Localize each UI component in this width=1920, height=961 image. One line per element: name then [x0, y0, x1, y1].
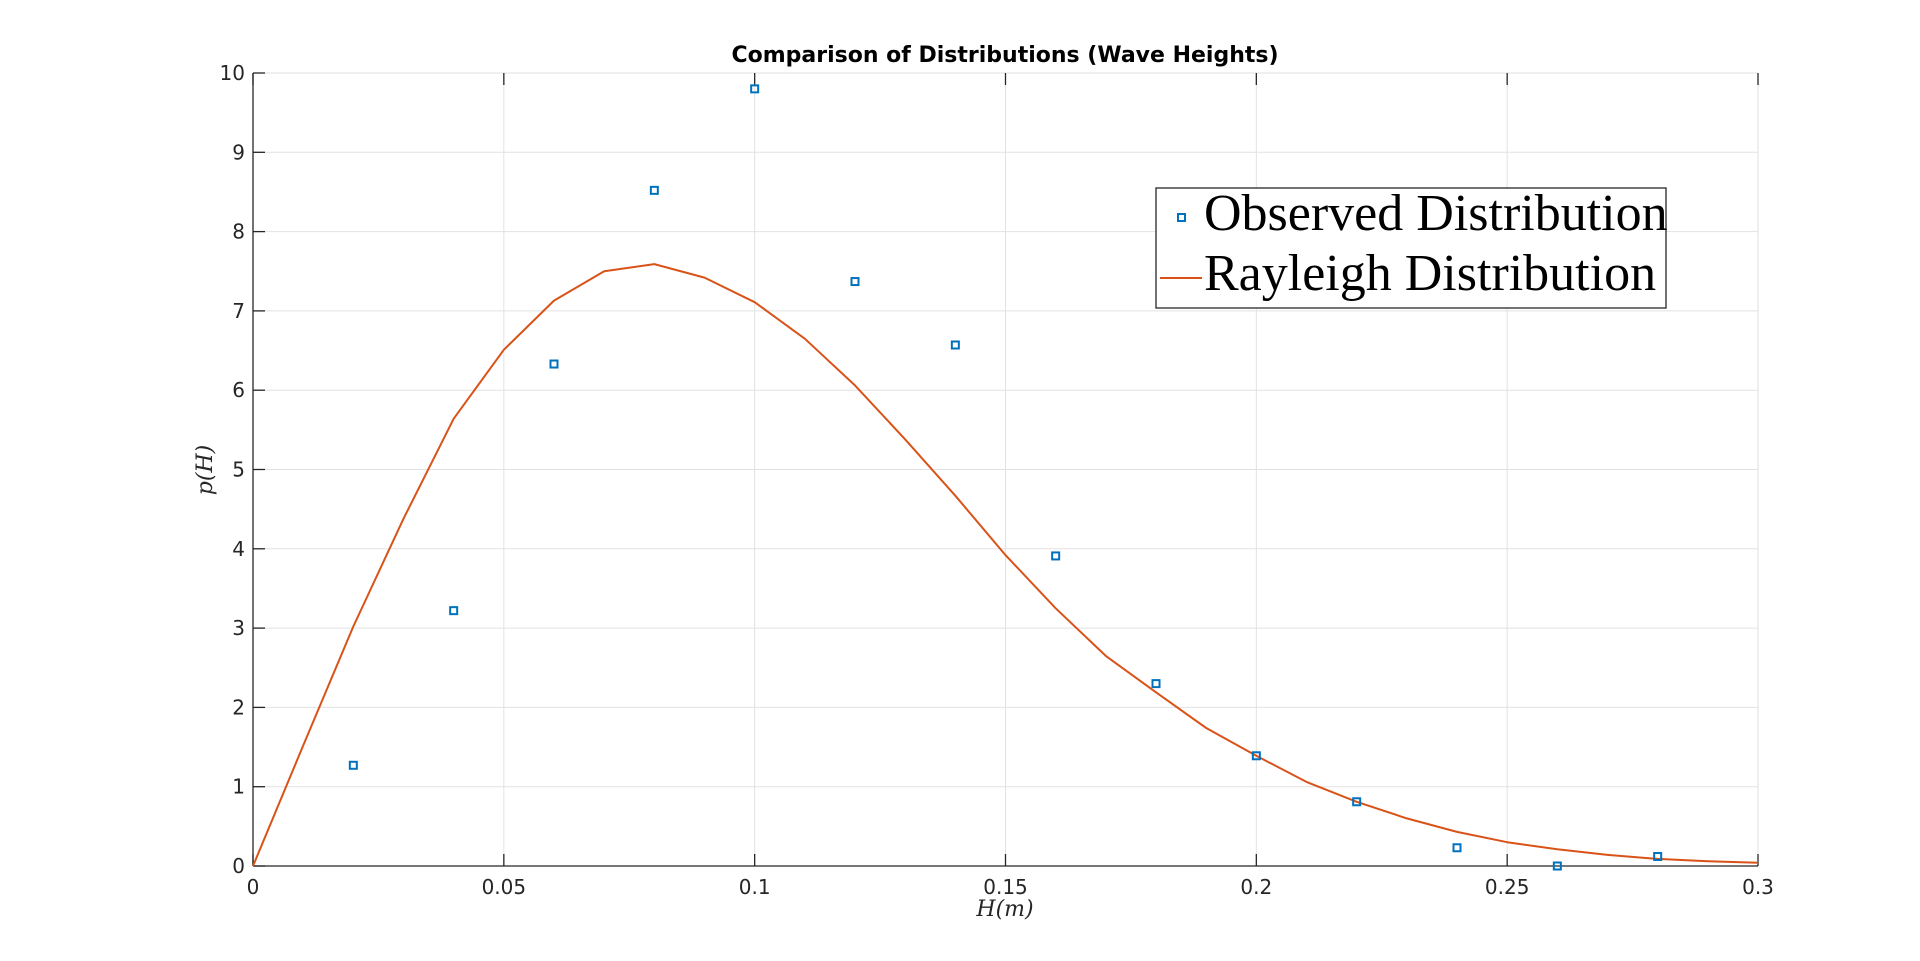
observed-point — [649, 185, 659, 195]
observed-point — [1251, 751, 1261, 761]
legend-box — [1155, 187, 1667, 309]
chart-title: Comparison of Distributions (Wave Height… — [731, 43, 1278, 68]
observed-point — [549, 359, 559, 369]
y-tick-label: 10 — [220, 61, 245, 85]
y-tick-label: 0 — [232, 854, 245, 878]
legend-label-observed: Observed Distribution — [1204, 185, 1668, 242]
y-axis-label: p(H) — [193, 445, 218, 495]
x-tick-label: 0 — [247, 875, 260, 899]
legend: Observed Distribution Rayleigh Distribut… — [1155, 185, 1668, 309]
y-tick-label: 5 — [232, 458, 245, 482]
legend-label-rayleigh: Rayleigh Distribution — [1204, 245, 1656, 302]
y-tick-label: 1 — [232, 775, 245, 799]
y-tick-label: 2 — [232, 695, 245, 719]
x-axis-ticks: 0 0.05 0.1 0.15 0.2 0.25 0.3 — [247, 73, 1774, 899]
observed-point — [1352, 797, 1362, 807]
y-tick-label: 6 — [232, 378, 245, 402]
x-tick-label: 0.25 — [1485, 875, 1530, 899]
y-axis-ticks: 0 1 2 3 4 5 6 7 8 9 10 — [220, 61, 265, 878]
x-tick-label: 0.1 — [739, 875, 771, 899]
observed-point — [750, 84, 760, 94]
x-tick-label: 0.05 — [482, 875, 527, 899]
y-tick-label: 3 — [232, 616, 245, 640]
observed-point — [1151, 679, 1161, 689]
observed-point — [950, 340, 960, 350]
y-tick-label: 4 — [232, 537, 245, 561]
y-tick-label: 7 — [232, 299, 245, 323]
y-tick-label: 8 — [232, 220, 245, 244]
observed-point — [449, 606, 459, 616]
x-axis-label: H(m) — [975, 897, 1033, 922]
observed-point — [1653, 851, 1663, 861]
x-tick-label: 0.2 — [1240, 875, 1272, 899]
y-tick-label: 9 — [232, 140, 245, 164]
observed-point — [850, 277, 860, 287]
legend-marker-observed — [1177, 213, 1186, 222]
observed-point — [1452, 843, 1462, 853]
observed-point — [1051, 551, 1061, 561]
x-tick-label: 0.3 — [1742, 875, 1774, 899]
observed-point — [348, 760, 358, 770]
x-tick-label: 0.15 — [983, 875, 1028, 899]
rayleigh-distribution-line — [252, 263, 1759, 867]
observed-point — [1552, 861, 1562, 871]
series-layer — [252, 84, 1759, 871]
